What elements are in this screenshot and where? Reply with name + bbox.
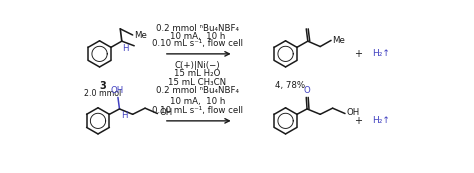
Text: 2.0 mmol: 2.0 mmol	[84, 89, 121, 98]
Text: 10 mA,  10 h: 10 mA, 10 h	[170, 97, 225, 106]
Text: 0.10 mL s⁻¹, flow cell: 0.10 mL s⁻¹, flow cell	[152, 39, 243, 48]
Text: 10 mA,  10 h: 10 mA, 10 h	[170, 32, 225, 41]
Text: OH: OH	[159, 107, 172, 116]
Text: Me: Me	[333, 36, 346, 45]
Text: +: +	[354, 116, 362, 126]
Text: 0.2 mmol ⁿBu₄NBF₄: 0.2 mmol ⁿBu₄NBF₄	[155, 24, 239, 33]
Text: Me: Me	[134, 30, 147, 39]
Text: OH: OH	[110, 86, 124, 95]
Text: 0.10 mL s⁻¹, flow cell: 0.10 mL s⁻¹, flow cell	[152, 106, 243, 115]
Text: H: H	[123, 44, 129, 53]
Text: O: O	[303, 86, 310, 95]
Text: 15 mL H₂O: 15 mL H₂O	[174, 69, 220, 78]
Text: H₂↑: H₂↑	[372, 116, 390, 125]
Text: H: H	[121, 111, 128, 120]
Text: OH: OH	[346, 107, 360, 116]
Text: 3: 3	[99, 81, 106, 91]
Text: 0.2 mmol ⁿBu₄NBF₄: 0.2 mmol ⁿBu₄NBF₄	[155, 86, 239, 95]
Text: +: +	[354, 49, 362, 59]
Text: 4, 78%: 4, 78%	[275, 81, 305, 90]
Text: H₂↑: H₂↑	[372, 49, 390, 58]
Text: 15 mL CH₃CN: 15 mL CH₃CN	[168, 78, 226, 87]
Text: C(+)|Ni(−): C(+)|Ni(−)	[174, 61, 220, 70]
